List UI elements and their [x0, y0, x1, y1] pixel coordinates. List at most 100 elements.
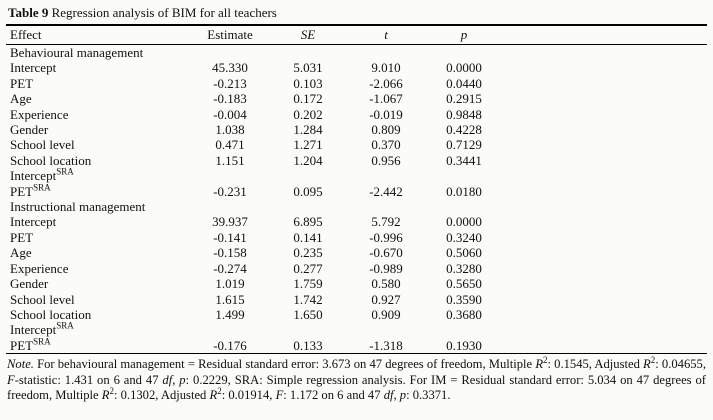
value-cell: 1.019 — [215, 276, 245, 292]
table-row: Intercept 45.330 5.031 9.010 0.0000 — [6, 60, 707, 75]
table-note: Note. For behavioural management = Resid… — [6, 355, 707, 404]
value-cell: 1.650 — [293, 306, 323, 322]
value-cell: 0.0440 — [446, 75, 482, 91]
value-cell: 0.133 — [293, 337, 323, 353]
section-header: Instructional management — [10, 199, 146, 215]
value-cell: 1.499 — [215, 306, 245, 322]
value-cell: 0.809 — [371, 122, 401, 138]
value-cell: 1.271 — [293, 137, 323, 153]
value-cell: 5.031 — [293, 60, 323, 76]
note-segment: : 1.172 on 6 and 47 — [283, 388, 384, 403]
value-cell: 0.956 — [371, 152, 401, 168]
value-cell: 1.615 — [215, 291, 245, 307]
value-cell: 1.759 — [293, 276, 323, 292]
value-cell: 1.151 — [215, 152, 245, 168]
value-cell: -0.231 — [213, 183, 247, 199]
effect-label: InterceptSRA — [10, 320, 74, 338]
value-cell: -0.183 — [213, 91, 247, 107]
superscript-label: SRA — [33, 336, 51, 347]
note-segment: : 0.1545, Adjusted — [547, 357, 644, 372]
value-cell: 0.3441 — [446, 152, 482, 168]
column-header-effect: Effect — [10, 27, 42, 42]
section-header: Behavioural management — [10, 45, 144, 60]
value-cell: -0.274 — [213, 260, 247, 276]
effect-label: Age — [10, 91, 32, 107]
value-cell: 0.235 — [293, 245, 323, 261]
column-header-t: t — [384, 27, 388, 42]
note-segment: p — [399, 388, 407, 403]
effect-label: PETSRA — [10, 182, 51, 199]
value-cell: 0.0180 — [446, 183, 482, 199]
column-header-p: p — [460, 27, 468, 42]
note-segment: R — [535, 357, 544, 372]
value-cell: 9.010 — [371, 60, 401, 76]
note-segment: : 0.2229, SRA: Simple regression analysi… — [7, 372, 706, 403]
note-segment: R — [101, 388, 110, 403]
value-cell: 0.7129 — [446, 137, 482, 153]
table-row: Gender 1.019 1.759 0.580 0.5650 — [6, 276, 707, 291]
value-cell: 0.0000 — [446, 60, 482, 76]
note-segment: 2 — [217, 386, 222, 397]
table-row: PETSRA -0.231 0.095 -2.442 0.0180 — [6, 182, 707, 199]
value-cell: -1.318 — [369, 337, 403, 353]
value-cell: -0.158 — [213, 245, 247, 261]
table-row: School location 1.499 1.650 0.909 0.3680 — [6, 307, 707, 322]
note-segment: : 0.04655, — [655, 357, 706, 372]
paper-page: Table 9 Regression analysis of BIM for a… — [6, 4, 707, 404]
table-row: Age -0.158 0.235 -0.670 0.5060 — [6, 245, 707, 260]
table-title: Table 9 Regression analysis of BIM for a… — [6, 4, 707, 24]
rule-top — [6, 24, 707, 26]
effect-label: Intercept — [10, 60, 57, 76]
note-segment: For behavioural management = Residual st… — [33, 357, 536, 372]
value-cell: -2.066 — [369, 75, 403, 91]
value-cell: 0.1930 — [446, 337, 482, 353]
note-segment: , — [172, 372, 180, 387]
value-cell: -0.176 — [213, 337, 247, 353]
column-header-se: SE — [300, 27, 316, 42]
value-cell: 0.202 — [293, 106, 323, 122]
value-cell: 0.9848 — [446, 106, 482, 122]
table-row: School level 0.471 1.271 0.370 0.7129 — [6, 137, 707, 152]
effect-label: School location — [10, 152, 92, 168]
effect-label: PETSRA — [10, 336, 51, 353]
note-segment: : 0.01914, — [221, 388, 276, 403]
value-cell: 0.5060 — [446, 245, 482, 261]
value-cell: 0.370 — [371, 137, 401, 153]
note-segment: df — [162, 372, 173, 387]
value-cell: 0.141 — [293, 229, 323, 245]
table-row: Experience -0.274 0.277 -0.989 0.3280 — [6, 261, 707, 276]
effect-label: PET — [10, 229, 34, 245]
table-row: Age -0.183 0.172 -1.067 0.2915 — [6, 91, 707, 106]
value-cell: 0.909 — [371, 306, 401, 322]
table-row: InterceptSRA — [6, 320, 707, 338]
value-cell: -0.670 — [369, 245, 403, 261]
value-cell: 6.895 — [293, 214, 323, 230]
value-cell: 0.2915 — [446, 91, 482, 107]
table-row: InterceptSRA — [6, 167, 707, 183]
value-cell: 0.927 — [371, 291, 401, 307]
value-cell: 0.3680 — [446, 306, 482, 322]
value-cell: 0.095 — [293, 183, 323, 199]
note-segment: 2 — [109, 386, 114, 397]
table-row: Intercept 39.937 6.895 5.792 0.0000 — [6, 214, 707, 229]
note-segment: : 0.3371. — [406, 388, 451, 403]
value-cell: -0.989 — [369, 260, 403, 276]
effect-label: Experience — [10, 106, 69, 122]
effect-label: Intercept — [10, 214, 57, 230]
effect-label: Age — [10, 245, 32, 261]
value-cell: 39.937 — [212, 214, 248, 230]
value-cell: -0.004 — [213, 106, 247, 122]
value-cell: 0.5650 — [446, 276, 482, 292]
effect-label: School level — [10, 291, 75, 307]
table-row: School location 1.151 1.204 0.956 0.3441 — [6, 153, 707, 168]
value-cell: 1.038 — [215, 122, 245, 138]
note-segment: Note. — [7, 357, 34, 372]
value-cell: -0.213 — [213, 75, 247, 91]
value-cell: 0.277 — [293, 260, 323, 276]
table-row: PET -0.141 0.141 -0.996 0.3240 — [6, 230, 707, 245]
table-row: PETSRA -0.176 0.133 -1.318 0.1930 — [6, 336, 707, 353]
note-segment: df — [383, 388, 394, 403]
note-segment: F — [7, 372, 15, 387]
effect-label: Experience — [10, 260, 69, 276]
superscript-label: SRA — [56, 320, 74, 331]
